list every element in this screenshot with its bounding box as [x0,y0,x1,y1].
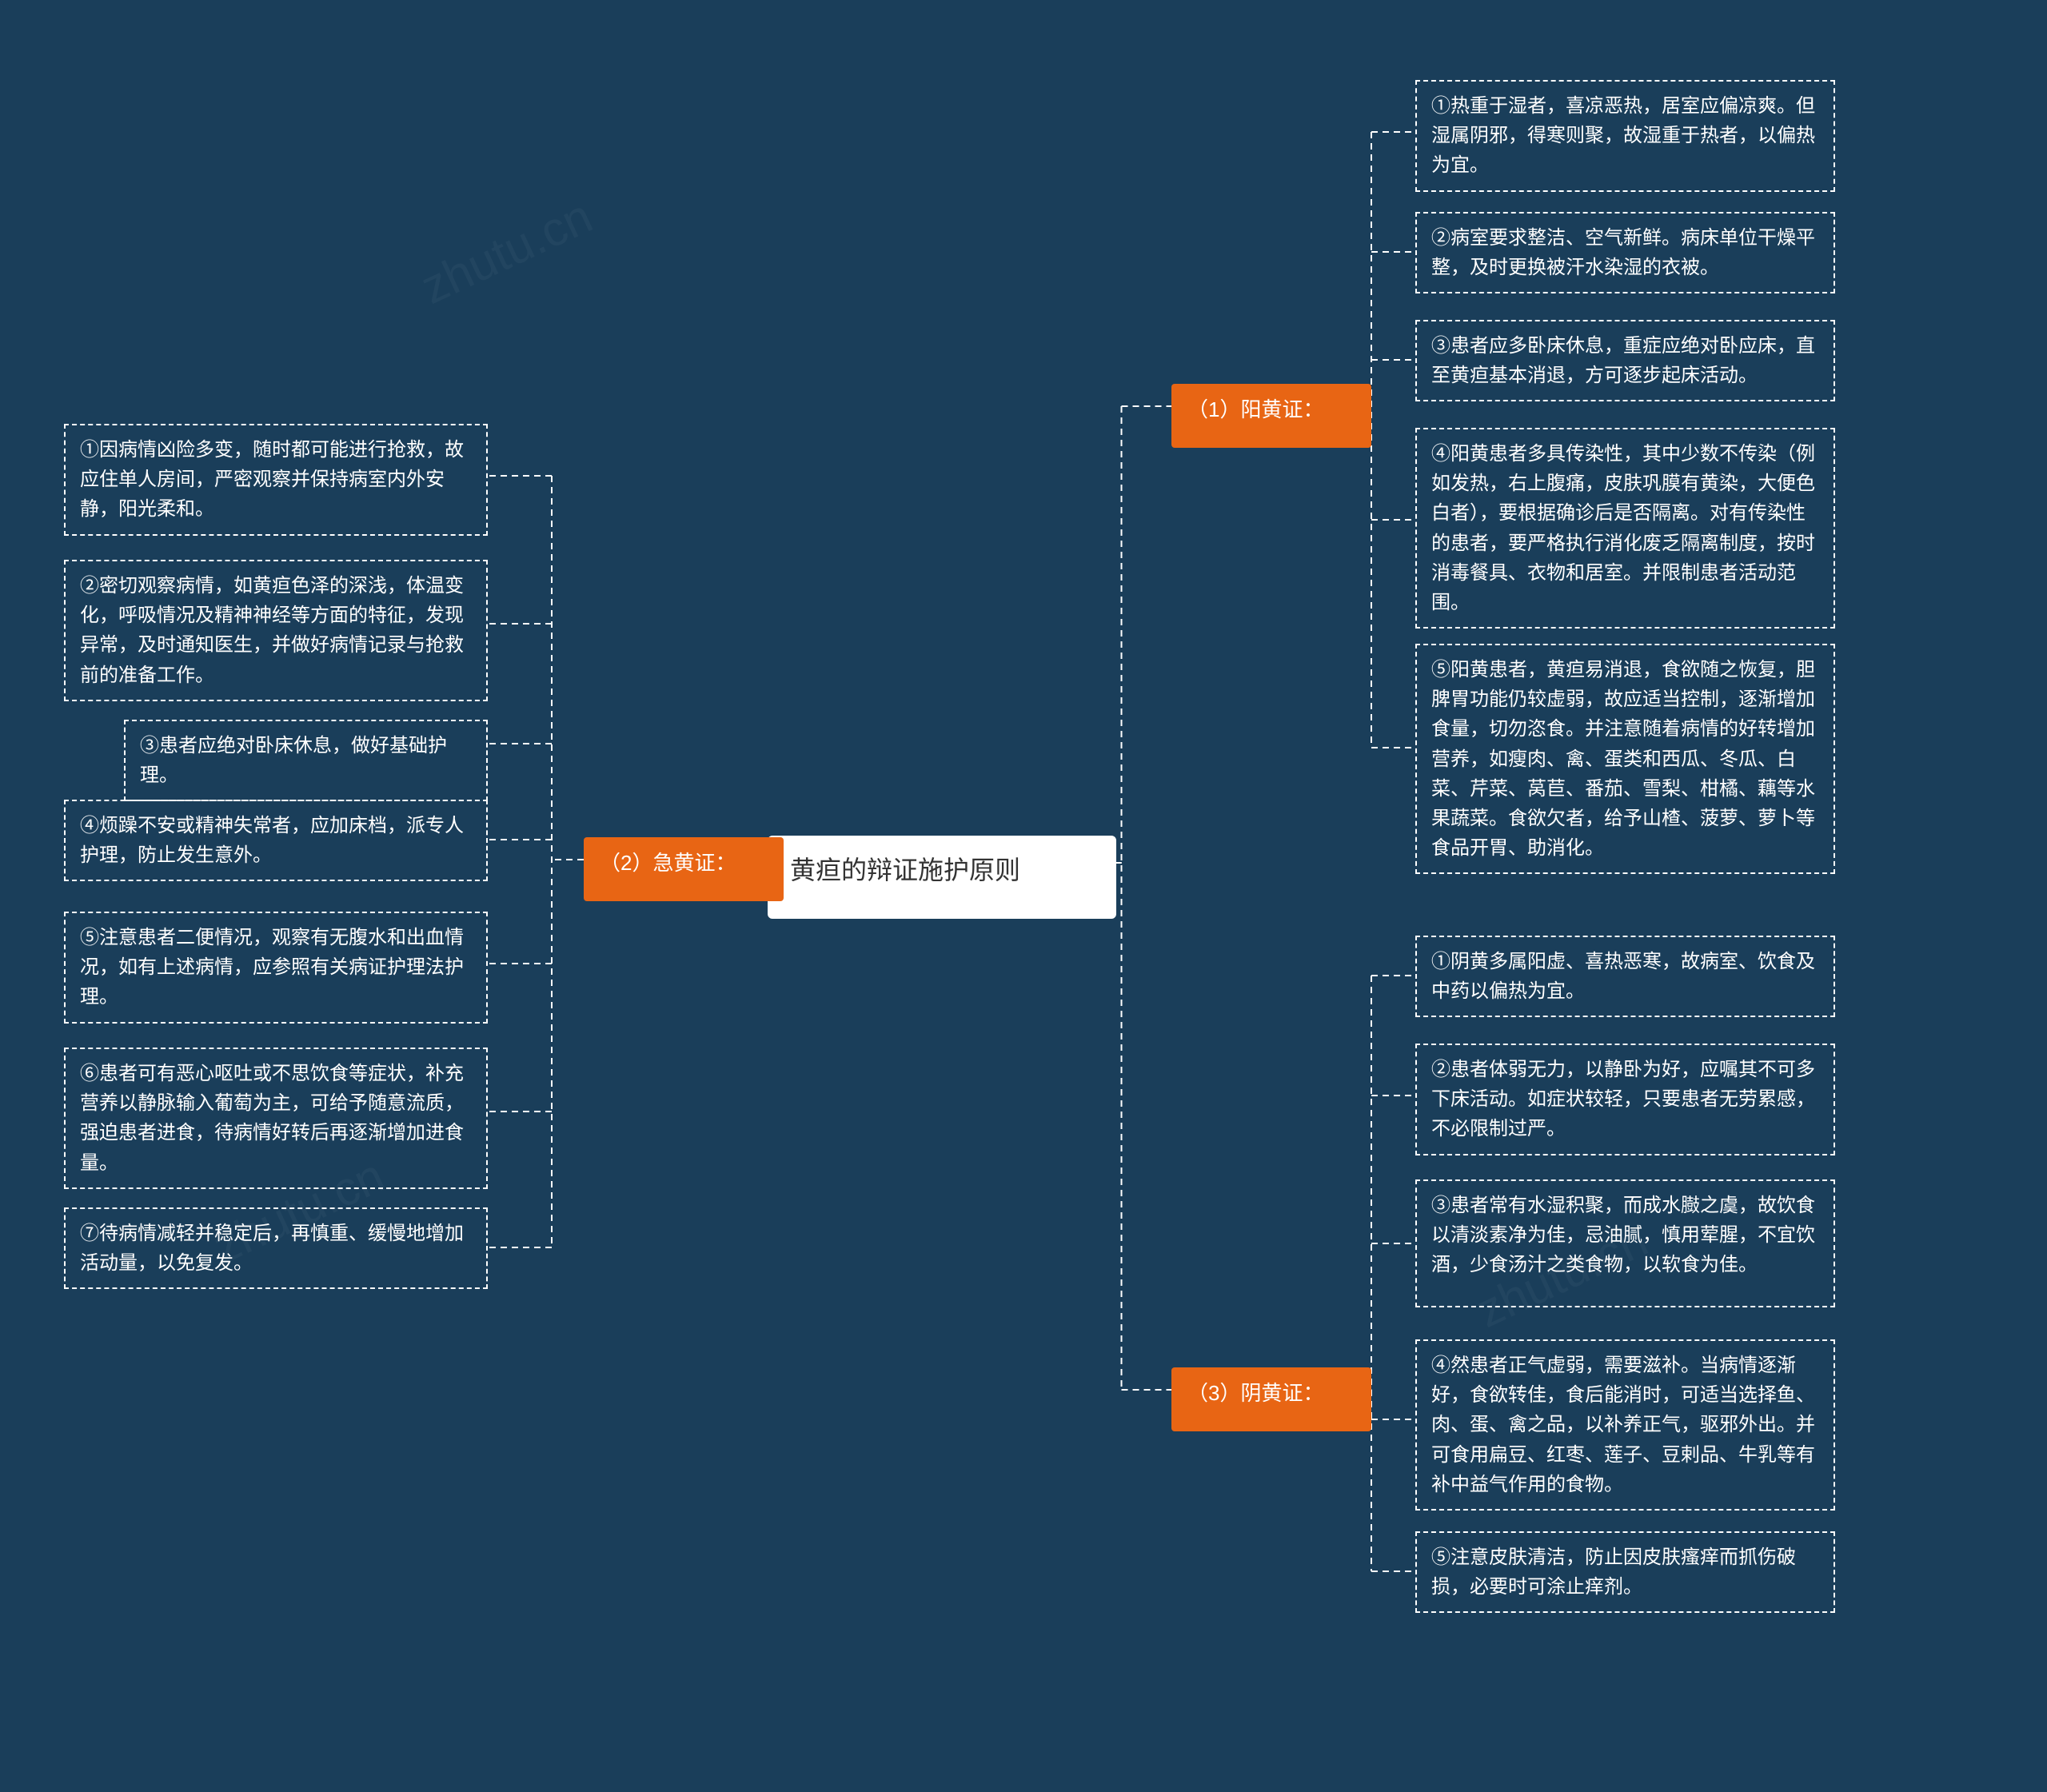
leaf-node: ⑥患者可有恶心呕吐或不思饮食等症状，补充营养以静脉输入葡萄为主，可给予随意流质，… [64,1048,488,1189]
leaf-text: ②患者体弱无力，以静卧为好，应嘱其不可多下床活动。如症状较轻，只要患者无劳累感，… [1431,1059,1815,1139]
mindmap-stage: 黄疸的辩证施护原则 （1）阳黄证： （2）急黄证： （3）阴黄证： ①热重于湿者… [0,0,2047,1792]
leaf-text: ⑦待病情减轻并稳定后，再慎重、缓慢地增加活动量，以免复发。 [80,1223,464,1274]
leaf-text: ①热重于湿者，喜凉恶热，居室应偏凉爽。但湿属阴邪，得寒则聚，故湿重于热者，以偏热… [1431,95,1815,176]
branch-yin-huang: （3）阴黄证： [1171,1367,1371,1431]
leaf-node: ④然患者正气虚弱，需要滋补。当病情逐渐好，食欲转佳，食后能消时，可适当选择鱼、肉… [1415,1339,1835,1511]
leaf-node: ①阴黄多属阳虚、喜热恶寒，故病室、饮食及中药以偏热为宜。 [1415,936,1835,1017]
leaf-node: ③患者应绝对卧床休息，做好基础护理。 [124,720,488,801]
leaf-node: ①热重于湿者，喜凉恶热，居室应偏凉爽。但湿属阴邪，得寒则聚，故湿重于热者，以偏热… [1415,80,1835,192]
center-title: 黄疸的辩证施护原则 [790,856,1020,884]
leaf-text: ③患者常有水湿积聚，而成水臌之虞，故饮食以清淡素净为佳，忌油腻，慎用荤腥，不宜饮… [1431,1195,1815,1275]
leaf-text: ③患者应绝对卧床休息，做好基础护理。 [140,735,447,786]
leaf-text: ⑥患者可有恶心呕吐或不思饮食等症状，补充营养以静脉输入葡萄为主，可给予随意流质，… [80,1063,464,1174]
leaf-text: ①因病情凶险多变，随时都可能进行抢救，故应住单人房间，严密观察并保持病室内外安静… [80,439,464,520]
leaf-node: ⑤注意皮肤清洁，防止因皮肤瘙痒而抓伤破损，必要时可涂止痒剂。 [1415,1531,1835,1613]
leaf-text: ②病室要求整洁、空气新鲜。病床单位干燥平整，及时更换被汗水染湿的衣被。 [1431,227,1815,278]
leaf-node: ②病室要求整洁、空气新鲜。病床单位干燥平整，及时更换被汗水染湿的衣被。 [1415,212,1835,293]
leaf-text: ⑤阳黄患者，黄疸易消退，食欲随之恢复，胆脾胃功能仍较虚弱，故应适当控制，逐渐增加… [1431,659,1815,859]
leaf-text: ①阴黄多属阳虚、喜热恶寒，故病室、饮食及中药以偏热为宜。 [1431,951,1815,1002]
center-node: 黄疸的辩证施护原则 [768,836,1116,919]
leaf-text: ④烦躁不安或精神失常者，应加床档，派专人护理，防止发生意外。 [80,815,464,866]
leaf-node: ⑤阳黄患者，黄疸易消退，食欲随之恢复，胆脾胃功能仍较虚弱，故应适当控制，逐渐增加… [1415,644,1835,874]
watermark: zhutu.cn [413,188,601,314]
leaf-text: ③患者应多卧床休息，重症应绝对卧应床，直至黄疸基本消退，方可逐步起床活动。 [1431,335,1815,386]
leaf-text: ④然患者正气虚弱，需要滋补。当病情逐渐好，食欲转佳，食后能消时，可适当选择鱼、肉… [1431,1355,1815,1495]
branch-label: （1）阳黄证： [1187,397,1323,421]
branch-label: （2）急黄证： [600,851,736,875]
leaf-text: ⑤注意皮肤清洁，防止因皮肤瘙痒而抓伤破损，必要时可涂止痒剂。 [1431,1547,1796,1598]
leaf-node: ①因病情凶险多变，随时都可能进行抢救，故应住单人房间，严密观察并保持病室内外安静… [64,424,488,536]
leaf-node: ②密切观察病情，如黄疸色泽的深浅，体温变化，呼吸情况及精神神经等方面的特征，发现… [64,560,488,701]
leaf-text: ④阳黄患者多具传染性，其中少数不传染（例如发热，右上腹痛，皮肤巩膜有黄染，大便色… [1431,443,1815,613]
branch-ji-huang: （2）急黄证： [584,837,784,901]
leaf-text: ②密切观察病情，如黄疸色泽的深浅，体温变化，呼吸情况及精神神经等方面的特征，发现… [80,575,464,686]
leaf-text: ⑤注意患者二便情况，观察有无腹水和出血情况，如有上述病情，应参照有关病证护理法护… [80,927,464,1008]
leaf-node: ⑦待病情减轻并稳定后，再慎重、缓慢地增加活动量，以免复发。 [64,1207,488,1289]
branch-yang-huang: （1）阳黄证： [1171,384,1371,448]
branch-label: （3）阴黄证： [1187,1381,1323,1405]
leaf-node: ③患者常有水湿积聚，而成水臌之虞，故饮食以清淡素净为佳，忌油腻，慎用荤腥，不宜饮… [1415,1179,1835,1307]
leaf-node: ③患者应多卧床休息，重症应绝对卧应床，直至黄疸基本消退，方可逐步起床活动。 [1415,320,1835,401]
leaf-node: ⑤注意患者二便情况，观察有无腹水和出血情况，如有上述病情，应参照有关病证护理法护… [64,912,488,1024]
leaf-node: ②患者体弱无力，以静卧为好，应嘱其不可多下床活动。如症状较轻，只要患者无劳累感，… [1415,1044,1835,1155]
leaf-node: ④烦躁不安或精神失常者，应加床档，派专人护理，防止发生意外。 [64,800,488,881]
leaf-node: ④阳黄患者多具传染性，其中少数不传染（例如发热，右上腹痛，皮肤巩膜有黄染，大便色… [1415,428,1835,629]
